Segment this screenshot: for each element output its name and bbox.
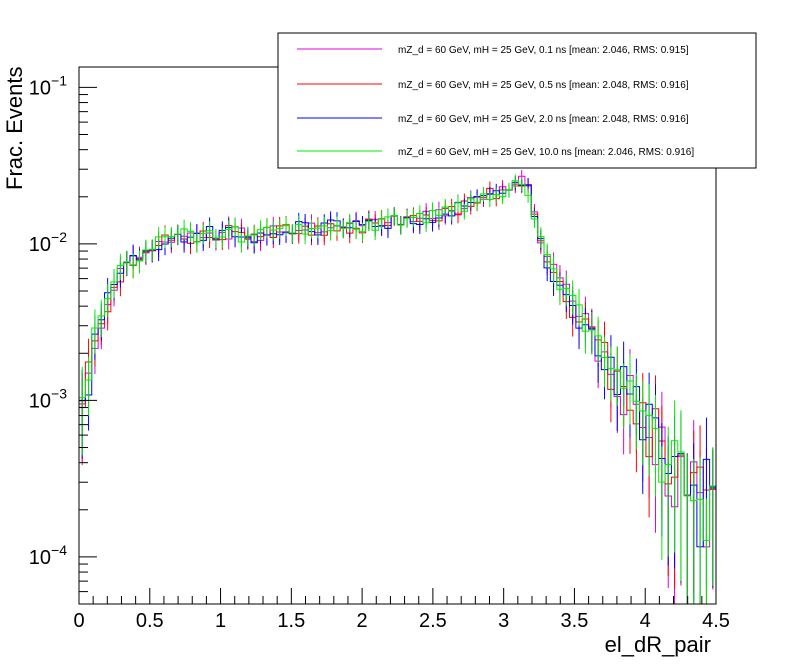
- series-line: [79, 174, 716, 604]
- x-tick-label: 2: [357, 610, 368, 632]
- legend-box: [277, 32, 757, 169]
- series-layer: [79, 169, 716, 604]
- x-axis: 0 0.5 1 1.5 2 2.5 3 3.5 4 4.5: [73, 588, 730, 632]
- legend-label: mZ_d = 60 GeV, mH = 25 GeV, 0.5 ns [mean…: [398, 80, 689, 91]
- y-axis-title: Frac. Events: [2, 67, 27, 190]
- legend-label: mZ_d = 60 GeV, mH = 25 GeV, 2.0 ns [mean…: [398, 114, 689, 125]
- x-tick-label: 3.5: [561, 610, 589, 632]
- y-axis: 10−4 10−3 10−2 10−1: [29, 72, 97, 605]
- x-tick-label: 4.5: [702, 610, 730, 632]
- x-tick-label: 0: [73, 610, 84, 632]
- y-tick-label: 10−1: [29, 72, 67, 99]
- legend: mZ_d = 60 GeV, mH = 25 GeV, 0.1 ns [mean…: [277, 32, 757, 169]
- x-tick-label: 0.5: [136, 610, 164, 632]
- histogram-step: [79, 180, 716, 541]
- legend-label: mZ_d = 60 GeV, mH = 25 GeV, 10.0 ns [mea…: [398, 147, 694, 158]
- x-tick-label: 4: [640, 610, 651, 632]
- x-tick-label: 1: [215, 610, 226, 632]
- x-tick-label: 3: [498, 610, 509, 632]
- x-tick-label: 2.5: [419, 610, 447, 632]
- x-axis-title: el_dR_pair: [605, 632, 711, 657]
- y-tick-label: 10−2: [29, 229, 67, 256]
- y-tick-label: 10−4: [29, 542, 67, 569]
- x-tick-label: 1.5: [277, 610, 305, 632]
- y-tick-label: 10−3: [29, 385, 67, 412]
- legend-label: mZ_d = 60 GeV, mH = 25 GeV, 0.1 ns [mean…: [398, 45, 689, 56]
